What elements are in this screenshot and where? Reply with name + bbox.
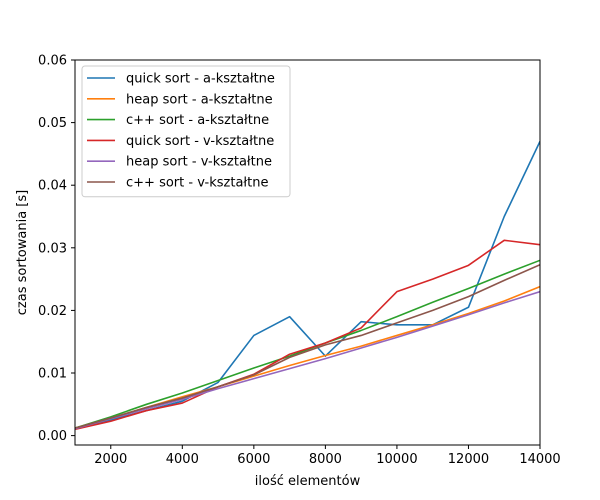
legend-label: c++ sort - a-kształtne bbox=[126, 113, 269, 128]
x-tick-label: 6000 bbox=[237, 452, 270, 467]
legend-box bbox=[81, 65, 291, 198]
x-tick-label: 2000 bbox=[94, 452, 127, 467]
x-tick-label: 12000 bbox=[448, 452, 489, 467]
x-axis-ticks: 2000 4000 6000 8000 10000 12000 14000 bbox=[94, 445, 561, 467]
y-tick-label: 0.03 bbox=[38, 241, 67, 256]
y-tick-label: 0.00 bbox=[38, 429, 67, 444]
x-tick-label: 8000 bbox=[309, 452, 342, 467]
plot-area-frame bbox=[74, 59, 541, 446]
x-tick-label: 10000 bbox=[376, 452, 417, 467]
legend-label: c++ sort - v-kształtne bbox=[126, 176, 268, 191]
legend-label: heap sort - a-kształtne bbox=[126, 92, 273, 107]
legend-label: quick sort - v-kształtne bbox=[126, 134, 274, 149]
legend-label: quick sort - a-kształtne bbox=[126, 72, 275, 87]
y-tick-label: 0.02 bbox=[38, 304, 67, 319]
y-tick-label: 0.05 bbox=[38, 116, 67, 131]
series-line-2 bbox=[75, 285, 540, 429]
y-axis-label: czas sortowania [s] bbox=[15, 190, 30, 315]
y-tick-label: 0.06 bbox=[38, 54, 67, 69]
x-tick-label: 14000 bbox=[519, 452, 560, 467]
x-axis-label: ilość elementów bbox=[255, 474, 361, 489]
series-line-5 bbox=[75, 290, 540, 430]
series-line-3 bbox=[75, 259, 540, 429]
series-line-4 bbox=[75, 239, 540, 431]
series-line-6 bbox=[75, 263, 540, 429]
x-tick-label: 4000 bbox=[166, 452, 199, 467]
y-tick-label: 0.04 bbox=[38, 179, 67, 194]
legend: quick sort - a-kształtne heap sort - a-ks… bbox=[81, 65, 291, 198]
legend-label: heap sort - v-kształtne bbox=[126, 155, 272, 170]
y-tick-label: 0.01 bbox=[38, 367, 67, 382]
series-lines bbox=[75, 141, 540, 431]
y-axis-ticks: 0.00 0.01 0.02 0.03 0.04 0.05 0.06 bbox=[38, 54, 75, 444]
